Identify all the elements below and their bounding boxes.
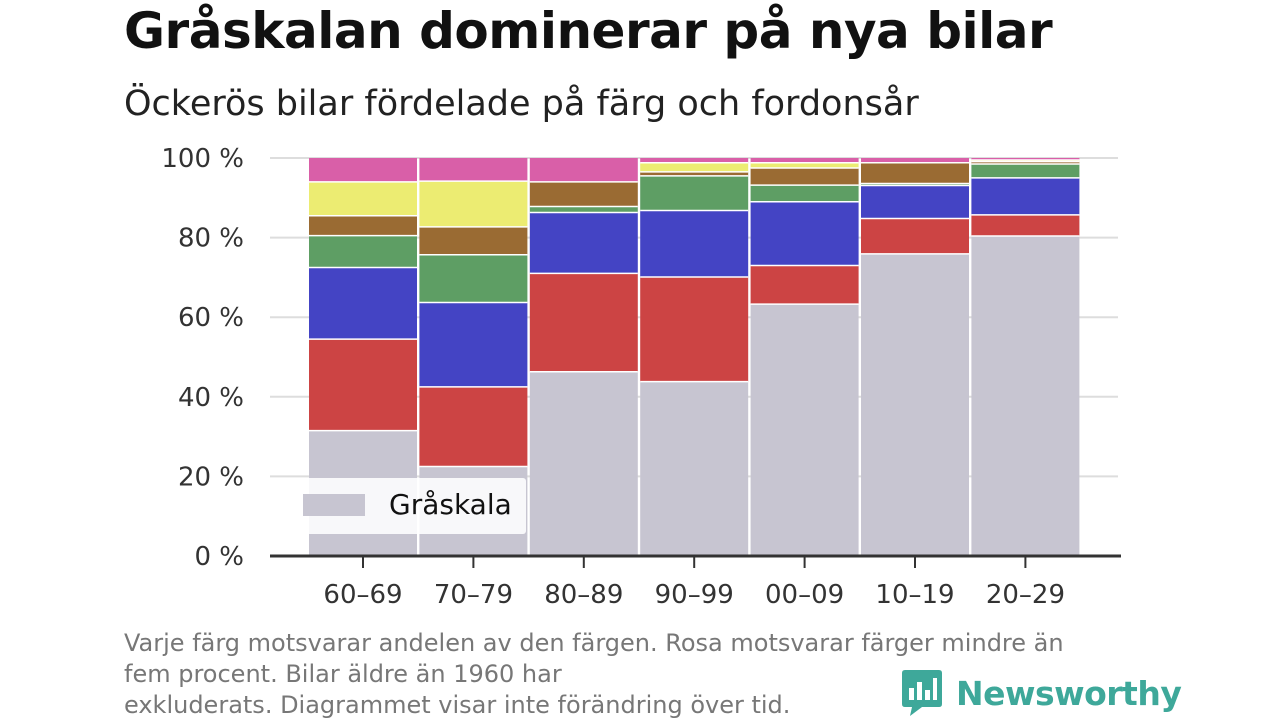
bar-segment bbox=[309, 158, 417, 182]
bar-segment bbox=[640, 171, 749, 176]
bar-segment bbox=[529, 206, 638, 213]
bar-segment bbox=[640, 381, 749, 556]
bar-segment bbox=[419, 386, 528, 467]
x-tick-label: 00–09 bbox=[765, 580, 844, 610]
chart-title: Gråskalan dominerar på nya bilar bbox=[124, 2, 1053, 60]
bar-segment bbox=[861, 253, 969, 556]
bar-segment bbox=[640, 175, 749, 211]
bar-segment bbox=[640, 162, 749, 172]
y-tick-label: 80 % bbox=[178, 224, 244, 254]
bar-segment bbox=[529, 371, 638, 556]
y-tick-label: 100 % bbox=[161, 144, 244, 174]
brand-name: Newsworthy bbox=[956, 673, 1182, 713]
bar-segment bbox=[971, 177, 1080, 215]
bar-segment bbox=[750, 167, 859, 186]
y-tick-label: 60 % bbox=[178, 303, 244, 333]
bar-segment bbox=[309, 215, 417, 236]
y-tick-label: 40 % bbox=[178, 383, 244, 413]
bar-segment bbox=[861, 183, 969, 186]
x-tick-label: 90–99 bbox=[655, 580, 734, 610]
legend: Gråskala bbox=[292, 478, 526, 534]
bar-segment bbox=[309, 267, 417, 340]
y-tick-label: 20 % bbox=[178, 462, 244, 492]
x-tick-label: 60–69 bbox=[323, 580, 402, 610]
bar-segment bbox=[750, 162, 859, 168]
bar-segment bbox=[309, 235, 417, 268]
legend-background bbox=[292, 478, 526, 534]
legend-label-grayscale: Gråskala bbox=[389, 488, 512, 521]
brand-logo: Newsworthy bbox=[902, 670, 1182, 716]
footnote: Varje färg motsvarar andelen av den färg… bbox=[124, 628, 1154, 721]
x-tick-label: 70–79 bbox=[434, 580, 513, 610]
bar-segment bbox=[861, 218, 969, 254]
bar-segment bbox=[861, 158, 969, 163]
bar-segment bbox=[750, 185, 859, 202]
bar-segment bbox=[750, 265, 859, 305]
bar-segment bbox=[971, 236, 1080, 556]
x-tick-label: 20–29 bbox=[986, 580, 1065, 610]
bar-segment bbox=[529, 181, 638, 207]
bar-segment bbox=[309, 339, 417, 431]
bar-segment bbox=[529, 273, 638, 372]
bar-segment bbox=[640, 158, 749, 163]
footnote-line-3: exkluderats. Diagrammet visar inte förän… bbox=[124, 691, 791, 719]
bar-segment bbox=[750, 201, 859, 266]
bar-segment bbox=[861, 185, 969, 219]
bar-segment bbox=[529, 212, 638, 274]
chart-subtitle: Öckerös bilar fördelade på färg och ford… bbox=[124, 84, 919, 124]
y-tick-label: 0 % bbox=[194, 542, 244, 572]
newsworthy-logo-icon bbox=[902, 670, 942, 716]
bar-segment bbox=[750, 158, 859, 163]
bar-segment bbox=[971, 214, 1080, 237]
stacked-bar-chart: 0 % 20 % 40 % 60 % 80 % 100 % 60–69 70–79 80–89 9… bbox=[161, 144, 1121, 610]
legend-swatch-grayscale bbox=[303, 494, 365, 516]
bar-segment bbox=[971, 161, 1080, 164]
bar-segment bbox=[861, 162, 969, 184]
footnote-line-2: fem procent. Bilar äldre än 1960 har bbox=[124, 660, 562, 688]
bar-segment bbox=[309, 181, 417, 216]
bar-segment bbox=[971, 163, 1080, 178]
bar-segment bbox=[971, 159, 1080, 162]
bar-segment bbox=[640, 210, 749, 278]
bar-segment bbox=[419, 226, 528, 255]
x-tick-label: 80–89 bbox=[544, 580, 623, 610]
bar-segment bbox=[419, 181, 528, 227]
footnote-line-1: Varje färg motsvarar andelen av den färg… bbox=[124, 629, 1064, 657]
bar-segment bbox=[419, 254, 528, 303]
bar-segment bbox=[971, 158, 1080, 160]
axes: 0 % 20 % 40 % 60 % 80 % 100 % 60–69 70–79 80–89 9… bbox=[161, 144, 1121, 610]
bar-segment bbox=[529, 158, 638, 182]
bar-segment bbox=[419, 302, 528, 387]
bar-segment bbox=[750, 304, 859, 556]
bar-segment bbox=[419, 158, 528, 182]
bar-segment bbox=[640, 277, 749, 382]
x-tick-label: 10–19 bbox=[875, 580, 954, 610]
